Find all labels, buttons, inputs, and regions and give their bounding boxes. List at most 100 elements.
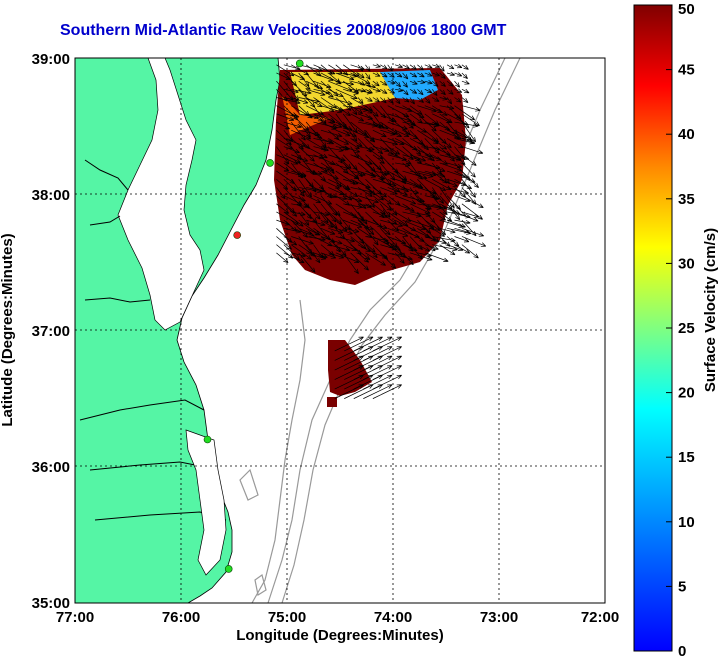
velocity-arrow <box>335 129 351 137</box>
velocity-arrow <box>350 113 365 122</box>
velocity-arrow <box>357 97 364 104</box>
velocity-arrow <box>454 88 463 93</box>
velocity-arrow <box>357 105 373 114</box>
velocity-arrow <box>432 72 440 77</box>
x-axis: 77:00 76:00 75:00 74:00 73:00 72:00 Long… <box>56 609 619 644</box>
colorbar-tick: 50 <box>678 1 695 18</box>
velocity-arrow <box>320 146 344 153</box>
velocity-arrow <box>335 138 350 145</box>
velocity-arrow <box>372 138 398 146</box>
x-tick: 77:00 <box>56 609 94 626</box>
velocity-arrow <box>298 179 312 198</box>
station-marker <box>233 231 241 239</box>
velocity-arrow <box>350 252 369 271</box>
velocity-arrow <box>387 146 401 155</box>
velocity-arrow <box>417 138 429 151</box>
velocity-arrow <box>409 252 433 261</box>
velocity-arrow <box>344 374 374 390</box>
velocity-arrow <box>313 146 329 152</box>
velocity-arrow <box>276 252 289 264</box>
velocity-arrow <box>431 80 439 87</box>
velocity-arrow <box>372 88 381 93</box>
velocity-arrow <box>454 97 462 103</box>
velocity-arrow <box>446 162 463 169</box>
velocity-arrow <box>342 97 358 116</box>
velocity-arrow <box>365 97 373 102</box>
velocity-arrow <box>334 355 364 371</box>
velocity-arrow <box>335 89 358 99</box>
velocity-arrow <box>424 97 431 104</box>
velocity-arrow <box>344 336 374 352</box>
velocity-arrow <box>409 236 423 251</box>
velocity-arrow <box>350 138 363 147</box>
velocity-arrow <box>328 244 351 252</box>
velocity-arrow <box>402 89 409 96</box>
velocity-arrow <box>461 138 476 144</box>
velocity-arrow <box>380 195 392 205</box>
velocity-arrow <box>328 227 344 234</box>
velocity-arrow <box>439 244 456 256</box>
velocity-arrow <box>380 219 404 228</box>
velocity-arrow <box>380 113 397 123</box>
velocity-arrow <box>291 252 306 258</box>
velocity-arrow <box>343 129 357 137</box>
y-axis-label: Latitude (Degrees:Minutes) <box>0 233 16 426</box>
velocity-arrow <box>417 244 431 252</box>
velocity-arrow <box>305 195 322 204</box>
velocity-arrow <box>461 244 479 259</box>
velocity-arrow <box>380 80 388 86</box>
x-tick: 73:00 <box>480 609 518 626</box>
velocity-arrow <box>394 252 405 264</box>
velocity-arrow <box>446 80 454 87</box>
velocity-arrow <box>461 227 485 237</box>
velocity-arrow <box>334 346 364 361</box>
velocity-arrow <box>424 72 433 77</box>
radar-stations <box>203 59 304 573</box>
y-tick: 39:00 <box>32 51 70 68</box>
velocity-arrow <box>461 211 479 218</box>
velocity-cell <box>327 397 337 407</box>
velocity-arrow <box>313 252 328 259</box>
velocity-arrow <box>417 72 425 78</box>
velocity-arrow <box>357 64 364 72</box>
velocity-arrow <box>350 105 363 114</box>
colorbar-label: Surface Velocity (cm/s) <box>702 228 719 392</box>
velocity-arrow <box>454 244 471 254</box>
velocity-arrow <box>365 64 371 72</box>
velocity-arrow <box>320 219 334 228</box>
velocity-arrow <box>402 211 422 218</box>
y-tick: 38:00 <box>32 187 70 204</box>
velocity-arrow <box>424 236 447 245</box>
colorbar-tick: 5 <box>678 578 686 595</box>
velocity-arrow <box>283 154 301 164</box>
velocity-arrow <box>365 252 386 266</box>
velocity-arrow <box>387 105 410 118</box>
velocity-arrow <box>343 89 359 95</box>
velocity-arrow <box>454 219 471 225</box>
velocity-arrow <box>328 64 343 75</box>
velocity-arrow <box>417 64 424 71</box>
velocity-arrow <box>334 365 364 380</box>
x-tick: 75:00 <box>268 609 306 626</box>
velocity-arrow <box>394 97 401 105</box>
velocity-arrow <box>461 236 487 247</box>
colorbar-tick: 25 <box>678 320 695 337</box>
velocity-arrow <box>298 146 315 162</box>
velocity-arrow <box>291 97 309 104</box>
velocity-arrow <box>380 89 388 94</box>
velocity-arrow <box>380 97 387 104</box>
velocity-arrow <box>409 154 426 162</box>
velocity-arrow <box>380 252 397 269</box>
velocity-arrow <box>461 121 476 143</box>
x-tick: 72:00 <box>581 609 619 626</box>
y-axis: 39:00 38:00 37:00 36:00 35:00 Latitude (… <box>0 51 70 612</box>
velocity-arrow <box>335 178 351 190</box>
velocity-arrow <box>372 384 402 399</box>
velocity-arrow <box>394 211 412 222</box>
velocity-arrow <box>432 97 440 102</box>
velocity-arrow <box>431 195 448 216</box>
station-marker <box>203 435 212 444</box>
velocity-arrow <box>424 244 439 251</box>
velocity-arrow <box>454 63 463 69</box>
